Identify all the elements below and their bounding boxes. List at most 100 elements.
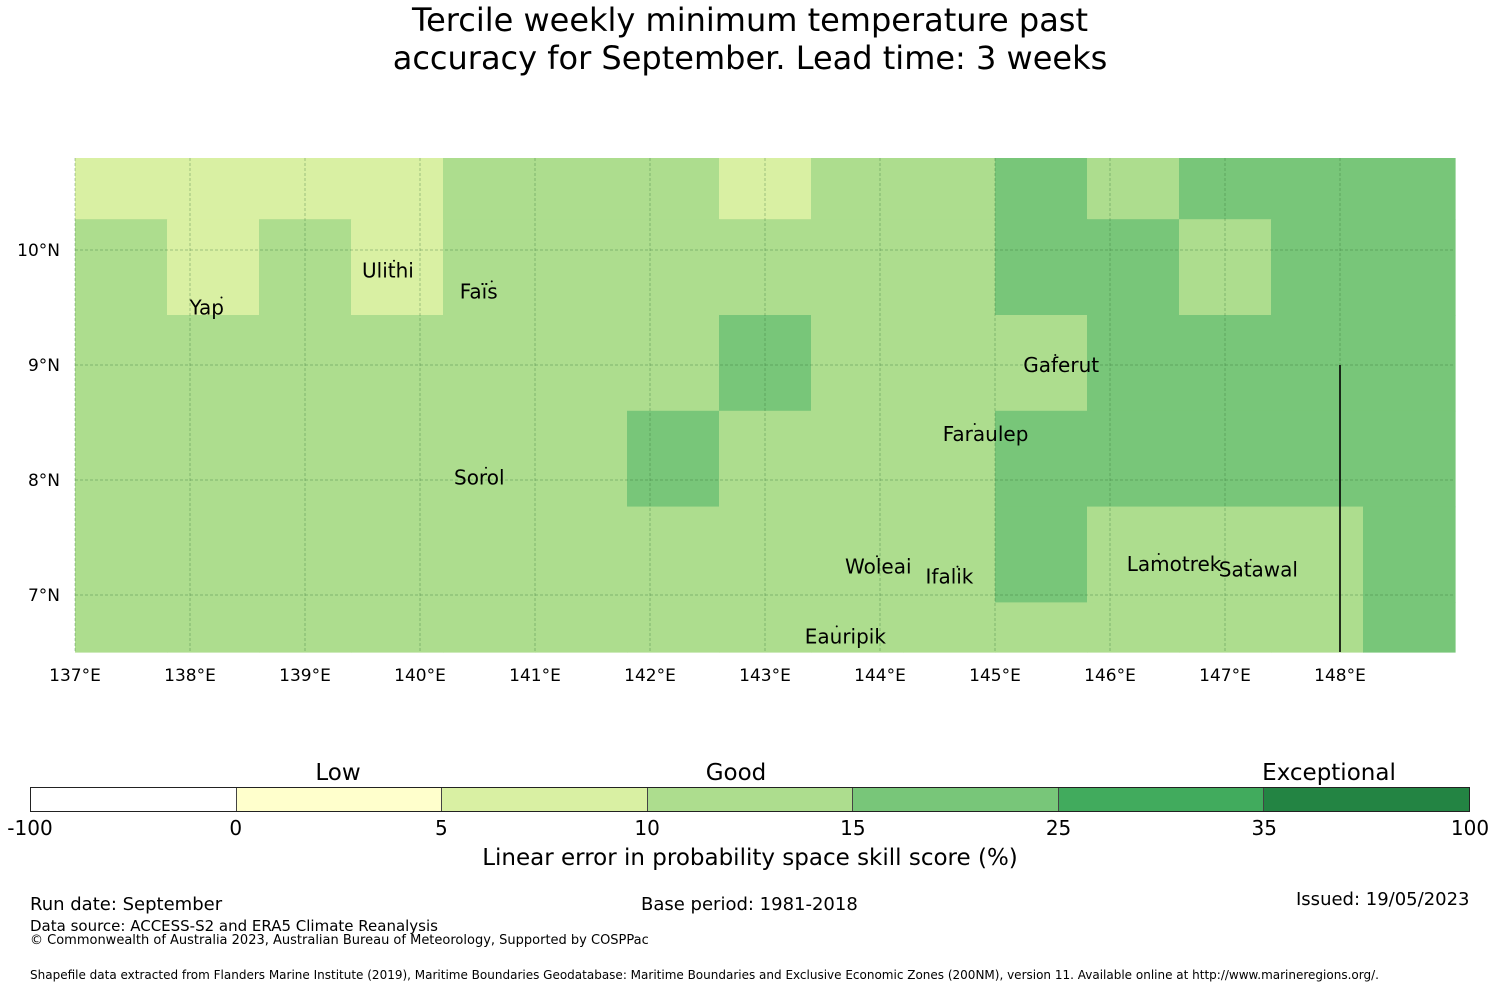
skill-cell [351,410,444,508]
skill-cell [995,602,1088,653]
skill-cell [1087,410,1180,508]
colorbar-swatch [1058,788,1265,811]
skill-cell [903,158,996,220]
skill-cell [627,602,720,653]
skill-cell [535,602,628,653]
skill-cell [535,506,628,603]
colorbar-tick-label: 100 [1450,816,1490,840]
skill-cell [535,219,628,316]
lon-tick-label: 144°E [854,666,906,686]
skill-cell [811,158,904,220]
skill-cell [719,158,812,220]
skill-cell [627,506,720,603]
shapefile-credit: Shapefile data extracted from Flanders M… [30,968,1379,982]
latitude-ticks: 10°N 9°N 8°N 7°N [17,241,60,606]
island-marker [973,423,976,425]
skill-cell [1087,602,1180,653]
skill-cell [443,158,536,220]
skill-cell [995,410,1088,508]
skill-cell [719,219,812,316]
skill-cell [1087,315,1180,412]
island-marker [1249,558,1252,561]
skill-cell [1363,602,1456,653]
skill-cell [1271,602,1364,653]
category-low: Low [315,760,361,786]
data-source: Data source: ACCESS-S2 and ERA5 Climate … [30,917,438,935]
lon-tick-label: 139°E [279,666,331,686]
skill-cell [351,219,444,316]
skill-cell [1087,506,1180,603]
skill-cell [903,219,996,316]
skill-cell [259,315,352,412]
skill-cell [1363,315,1456,412]
lat-tick-label: 10°N [17,241,60,261]
category-exceptional: Exceptional [1262,760,1396,786]
skill-cell [995,315,1088,412]
island-marker [393,259,395,262]
skill-cell [167,410,260,508]
island-label: Faraulep [943,422,1029,446]
skill-cell [259,602,352,653]
skill-cell [1179,506,1272,603]
colorbar-tick-label: 0 [229,816,243,840]
skill-cell [259,506,352,603]
skill-cell [167,219,260,316]
lon-tick-label: 142°E [624,666,676,686]
lon-tick-label: 141°E [509,666,561,686]
skill-cell [167,315,260,412]
skill-grid-cells [75,158,1456,653]
colorbar-swatch [853,788,1059,811]
skill-cell [75,158,168,220]
colorbar-swatches [30,787,1470,812]
skill-cell [1271,410,1364,508]
skill-cell [443,410,536,508]
colorbar-tick-label: 35 [1251,816,1278,840]
skill-cell [1363,410,1456,508]
skill-cell [811,219,904,316]
skill-cell [443,219,536,316]
colorbar-label: Linear error in probability space skill … [482,845,1018,871]
skill-cell [719,506,812,603]
issued-date: Issued: 19/05/2023 [1296,889,1470,910]
island-label: Ifalik [926,565,974,589]
island-label: Lamotrek [1127,552,1222,576]
skill-score-map: Yap Ulithi Faïs Gaferut Faraulep Sorol Woleai I… [17,158,1456,686]
skill-cell [1363,219,1456,316]
island-label: Gaferut [1023,353,1099,377]
category-good: Good [705,760,767,786]
skill-cell [1271,158,1364,220]
run-date: Run date: September [30,894,223,915]
skill-cell [1271,506,1364,603]
base-period: Base period: 1981-2018 [641,894,858,915]
lat-tick-label: 7°N [28,586,60,606]
skill-cell [1179,219,1272,316]
island-label: Ulithi [362,259,414,283]
skill-cell [75,219,168,316]
skill-cell [903,410,996,508]
skill-cell [443,506,536,603]
skill-cell [1179,410,1272,508]
skill-cell [75,506,168,603]
colorbar-tick-label: 10 [634,816,660,840]
island-marker [220,296,223,299]
skill-cell [75,315,168,412]
skill-cell [1363,158,1456,220]
skill-cell [903,506,996,603]
colorbar-swatch [236,788,443,811]
skill-cell [535,158,628,220]
skill-cell [1271,219,1364,316]
skill-cell [259,158,352,220]
skill-cell [903,315,996,412]
island-marker [876,555,878,558]
skill-cell [259,410,352,508]
colorbar-tick-label: 25 [1045,816,1072,840]
skill-cell [351,315,444,412]
colorbar-swatch [647,788,854,811]
skill-cell [719,602,812,653]
island-marker [1157,552,1160,555]
island-label: Yap [189,296,224,320]
lon-tick-label: 143°E [739,666,791,686]
skill-cell [627,219,720,316]
island-marker [835,625,838,628]
title-line-1: Tercile weekly minimum temperature past [411,1,1089,39]
